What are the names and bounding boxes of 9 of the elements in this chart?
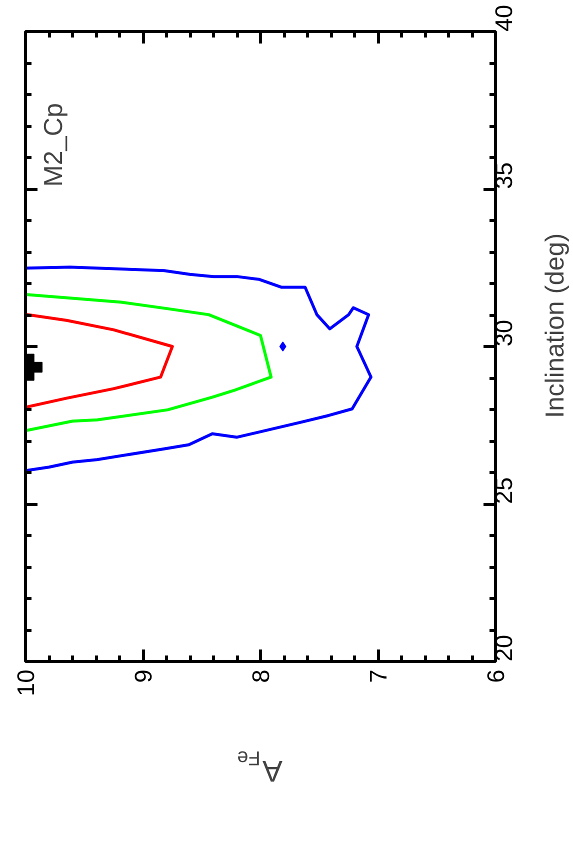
y-axis-title: Inclination (deg) bbox=[540, 233, 570, 418]
x-tick-label: 6 bbox=[483, 669, 510, 683]
x-tick-label: 8 bbox=[248, 669, 275, 683]
x-tick-label: 9 bbox=[130, 669, 158, 683]
x-axis-title: AFe bbox=[237, 746, 283, 787]
annotation: M2_Cp bbox=[38, 102, 68, 187]
y-tick-label: 40 bbox=[491, 4, 518, 32]
x-tick-label: 10 bbox=[13, 669, 40, 696]
x-tick-label: 7 bbox=[366, 669, 392, 683]
